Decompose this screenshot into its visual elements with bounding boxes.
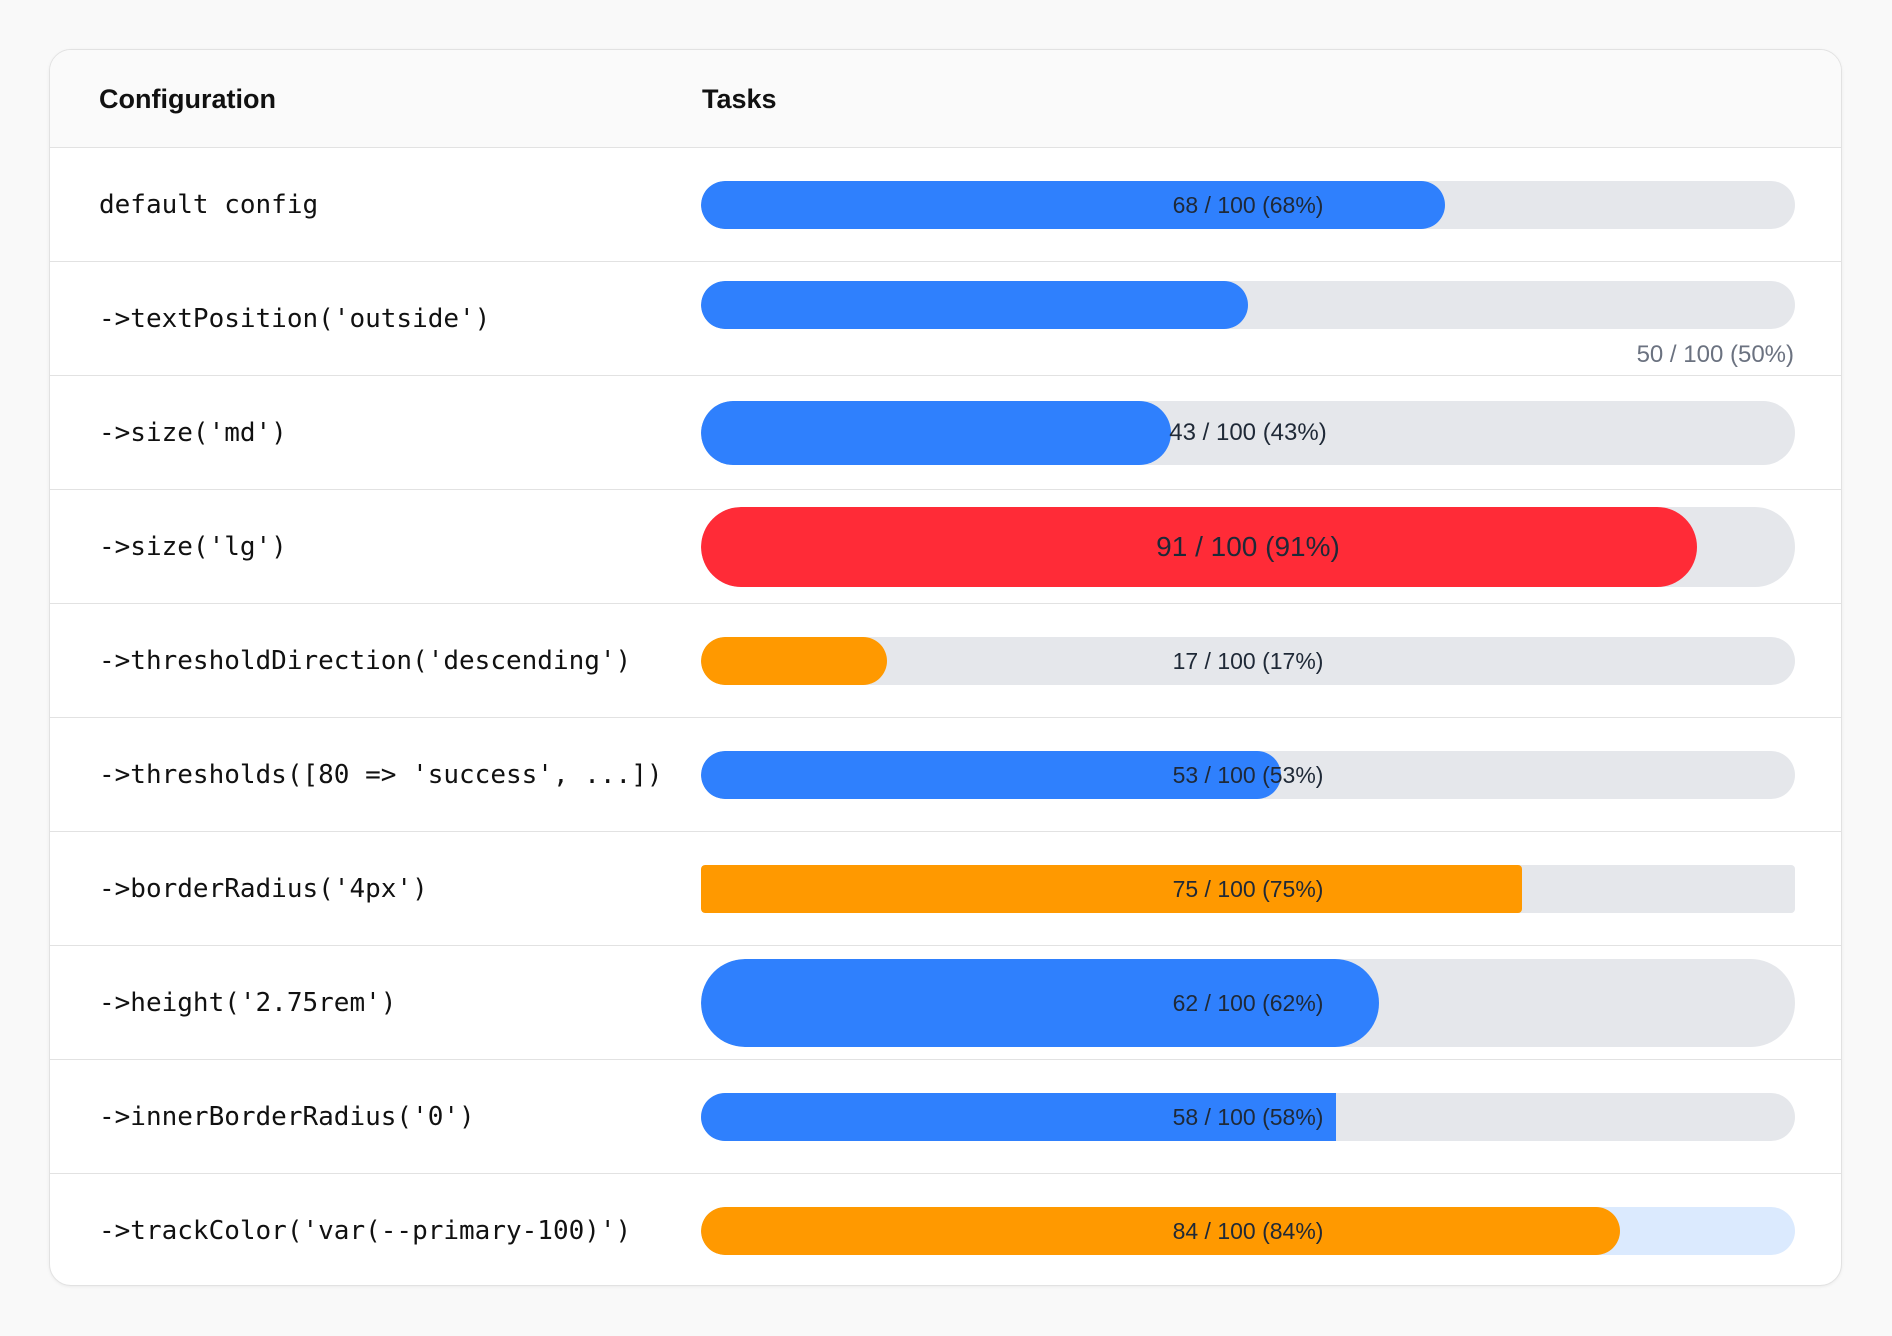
progress-label-outside: 50 / 100 (50%): [1636, 341, 1794, 368]
configuration-code: ->size('md'): [99, 417, 287, 448]
table-row: ->trackColor('var(--primary-100)') 84 / 1…: [50, 1174, 1841, 1285]
progress-track: 53 / 100 (53%): [701, 751, 1795, 799]
configuration-code: ->thresholdDirection('descending'): [99, 645, 632, 676]
table-row: ->height('2.75rem') 62 / 100 (62%): [50, 946, 1841, 1060]
table-row: ->thresholds([80 => 'success', ...]) 53 /…: [50, 718, 1841, 832]
progress-track: 58 / 100 (58%): [701, 1093, 1795, 1141]
configuration-code: ->textPosition('outside'): [99, 303, 491, 334]
progress-fill: [701, 637, 887, 685]
progress-fill: [701, 401, 1172, 465]
progress-label: 68 / 100 (68%): [1172, 191, 1324, 218]
table-row: ->innerBorderRadius('0') 58 / 100 (58%): [50, 1060, 1841, 1174]
progress-label: 62 / 100 (62%): [1172, 989, 1324, 1016]
configuration-code: ->thresholds([80 => 'success', ...]): [99, 759, 663, 790]
progress-label: 91 / 100 (91%): [1156, 531, 1340, 562]
progress-fill: [701, 507, 1697, 587]
table-row: ->thresholdDirection('descending') 17 / 1…: [50, 604, 1841, 718]
progress-label: 17 / 100 (17%): [1172, 647, 1324, 674]
progress-label: 43 / 100 (43%): [1169, 419, 1327, 446]
column-header-configuration: Configuration: [99, 84, 276, 114]
table-row: ->textPosition('outside') 50 / 100 (50%): [50, 262, 1841, 376]
configuration-code: ->height('2.75rem'): [99, 987, 397, 1018]
progress-fill: [701, 181, 1445, 229]
table-row: default config 68 / 100 (68%): [50, 148, 1841, 262]
progress-track: 43 / 100 (43%): [701, 401, 1795, 465]
configuration-code: ->borderRadius('4px'): [99, 873, 428, 904]
table-header: Configuration Tasks: [50, 50, 1841, 148]
table-row: ->borderRadius('4px') 75 / 100 (75%): [50, 832, 1841, 946]
progress-fill: [701, 1207, 1620, 1255]
progress-fill: [701, 281, 1248, 329]
progress-track: 68 / 100 (68%): [701, 181, 1795, 229]
progress-track: 75 / 100 (75%): [701, 865, 1795, 913]
progress-label: 75 / 100 (75%): [1172, 875, 1324, 902]
progress-track: 84 / 100 (84%): [701, 1207, 1795, 1255]
progress-fill: [701, 1093, 1336, 1141]
column-header-tasks: Tasks: [702, 84, 777, 114]
progress-table-card: Configuration Tasks default config 68 / 1…: [49, 49, 1842, 1286]
table-row: ->size('lg') 91 / 100 (91%): [50, 490, 1841, 604]
progress-track: [701, 281, 1795, 329]
configuration-code: default config: [99, 189, 319, 220]
configuration-code: ->size('lg'): [99, 531, 287, 562]
progress-label: 58 / 100 (58%): [1172, 1103, 1324, 1130]
progress-track: 91 / 100 (91%): [701, 507, 1795, 587]
table-row: ->size('md') 43 / 100 (43%): [50, 376, 1841, 490]
progress-fill: [701, 751, 1281, 799]
progress-fill: [701, 959, 1380, 1047]
progress-track: 17 / 100 (17%): [701, 637, 1795, 685]
progress-label: 53 / 100 (53%): [1172, 761, 1324, 788]
progress-track: 62 / 100 (62%): [701, 959, 1795, 1047]
progress-label: 84 / 100 (84%): [1172, 1217, 1324, 1244]
configuration-code: ->trackColor('var(--primary-100)'): [99, 1216, 632, 1246]
progress-fill: [701, 865, 1522, 913]
configuration-code: ->innerBorderRadius('0'): [99, 1101, 475, 1132]
